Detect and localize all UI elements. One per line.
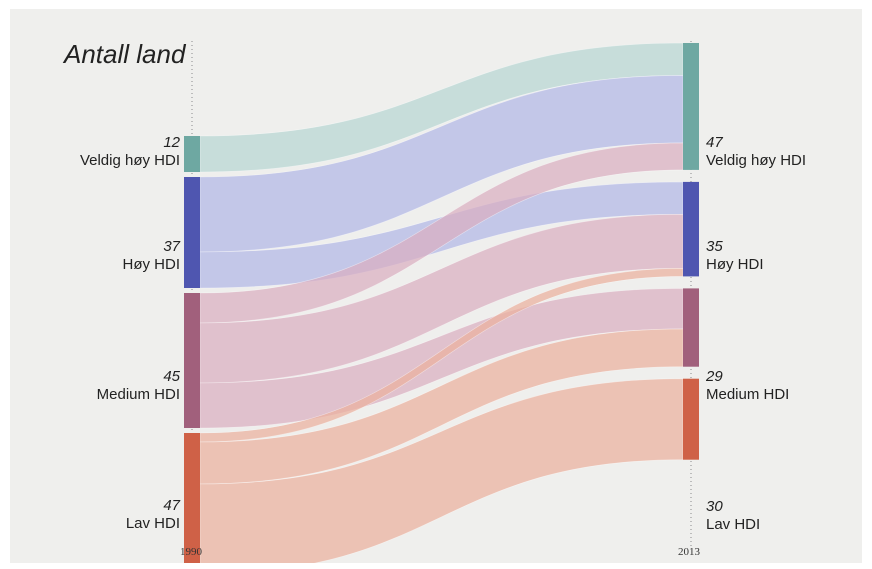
right-name-high: Høy HDI (706, 256, 764, 273)
right-name-low: Lav HDI (706, 516, 761, 533)
node-2013-lav-hdi (683, 378, 699, 460)
node-1990-lav-hdi (184, 433, 200, 563)
right-name-medium: Medium HDI (706, 386, 790, 403)
right-label-very-high: 47 Veldig høy HDI (706, 134, 866, 170)
x-tick-1990: 1990 (180, 546, 202, 558)
left-name-medium: Medium HDI (96, 386, 180, 403)
right-label-high: 35 Høy HDI (706, 238, 866, 274)
right-label-low: 30 Lav HDI (706, 498, 866, 534)
left-count-high: 37 (163, 238, 180, 255)
left-name-high: Høy HDI (122, 256, 181, 273)
left-label-medium: 45 Medium HDI (20, 368, 180, 404)
left-count-medium: 45 (163, 368, 180, 385)
node-2013-h-y-hdi (683, 181, 699, 277)
left-label-low: 47 Lav HDI (20, 497, 180, 533)
node-1990-medium-hdi (184, 293, 200, 428)
sankey-chart: Antall land 12 Veldig høy HDI 37 Høy HDI… (10, 9, 862, 563)
node-1990-veldig-h-y-hdi (184, 136, 200, 172)
right-count-very-high: 47 (706, 134, 723, 151)
left-name-low: Lav HDI (125, 515, 180, 532)
left-label-high: 37 Høy HDI (20, 238, 181, 274)
right-count-high: 35 (706, 238, 723, 255)
right-count-medium: 29 (706, 368, 723, 385)
right-name-very-high: Veldig høy HDI (706, 152, 807, 169)
node-1990-h-y-hdi (184, 177, 200, 288)
sankey-plot (184, 41, 699, 563)
left-label-very-high: 12 Veldig høy HDI (20, 134, 180, 170)
chart-title: Antall land (64, 39, 186, 69)
left-count-low: 47 (163, 497, 180, 514)
node-2013-medium-hdi (683, 288, 699, 367)
node-2013-veldig-h-y-hdi (683, 43, 699, 170)
right-label-medium: 29 Medium HDI (706, 368, 866, 404)
x-tick-2013: 2013 (678, 546, 700, 558)
left-count-very-high: 12 (163, 134, 180, 151)
right-count-low: 30 (706, 498, 723, 515)
left-name-very-high: Veldig høy HDI (79, 152, 180, 169)
